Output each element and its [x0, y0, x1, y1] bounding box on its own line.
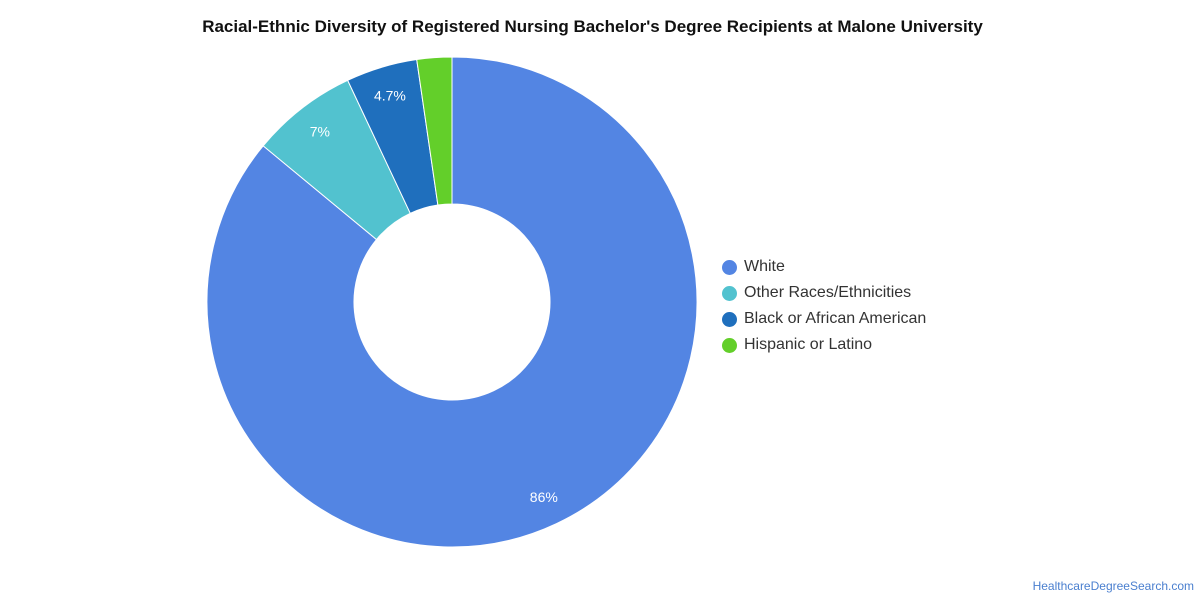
chart-legend: White Other Races/Ethnicities Black or Afr…: [722, 254, 926, 358]
legend-swatch: [722, 337, 737, 353]
legend-label: Black or African American: [744, 310, 927, 327]
legend-item-white[interactable]: White: [722, 254, 926, 280]
donut-data-labels: 86% 7% 4.7%: [310, 88, 558, 506]
chart-title: Racial-Ethnic Diversity of Registered Nu…: [202, 17, 983, 36]
source-credit-link[interactable]: HealthcareDegreeSearch.com: [1032, 579, 1194, 593]
legend-swatch: [722, 259, 737, 275]
data-label-white: 86%: [530, 489, 558, 505]
legend-swatch: [722, 311, 737, 327]
legend-item-black-or-african-american[interactable]: Black or African American: [722, 306, 926, 332]
legend-item-hispanic-or-latino[interactable]: Hispanic or Latino: [722, 332, 926, 358]
legend-label: White: [744, 258, 785, 275]
data-label-black-or-african-american: 4.7%: [374, 88, 406, 104]
legend-label: Other Races/Ethnicities: [744, 284, 912, 301]
legend-swatch: [722, 285, 737, 301]
donut-slice-hispanic-or-latino[interactable]: [416, 56, 453, 206]
donut-slice-white[interactable]: [206, 56, 698, 548]
data-label-other-races-ethnicities: 7%: [310, 124, 330, 140]
legend-label: Hispanic or Latino: [744, 336, 873, 353]
legend-item-other-races-ethnicities[interactable]: Other Races/Ethnicities: [722, 280, 926, 306]
donut-slices: [206, 56, 698, 548]
